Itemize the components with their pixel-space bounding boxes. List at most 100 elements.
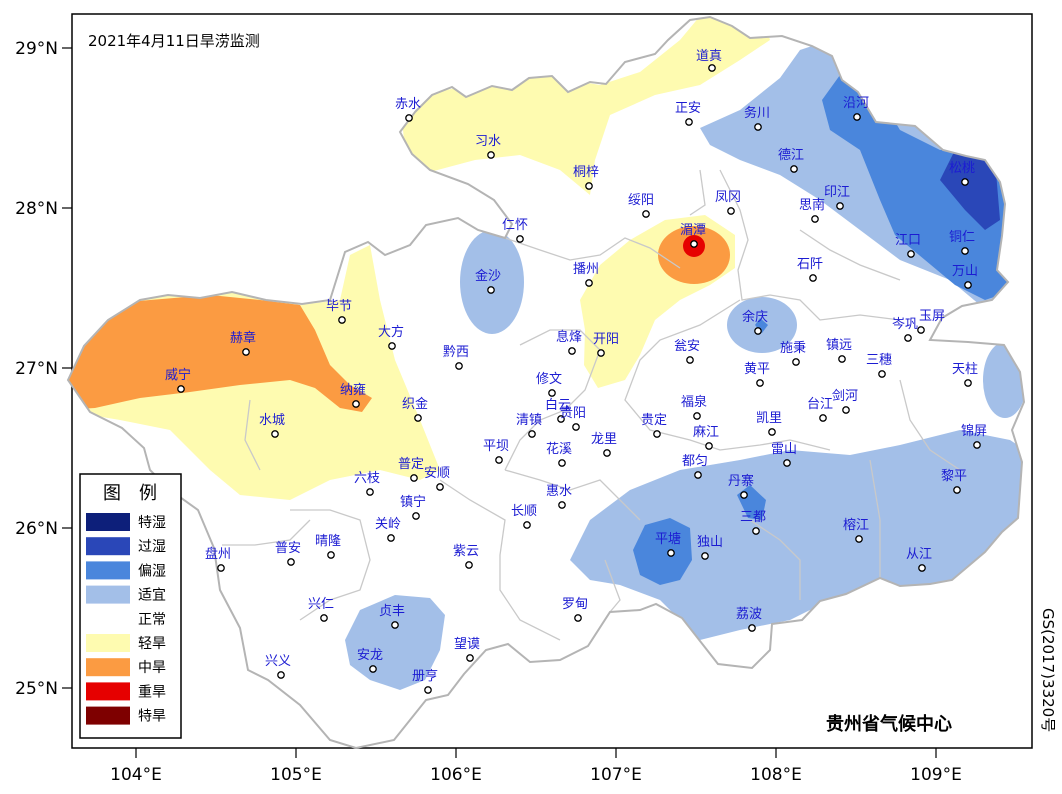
city-marker-icon (694, 471, 702, 479)
city-marker-icon (667, 549, 675, 557)
city-marker-icon (487, 286, 495, 294)
city-marker-icon (572, 423, 580, 431)
city-marker-icon (642, 210, 650, 218)
city-罗甸: 罗甸 (562, 597, 588, 622)
city-岑巩: 岑巩 (892, 317, 918, 342)
city-marker-icon (585, 279, 593, 287)
city-仁怀: 仁怀 (502, 218, 528, 243)
city-marker-icon (217, 564, 225, 572)
city-marker-icon (465, 561, 473, 569)
city-思南: 思南 (799, 197, 825, 223)
city-label: 三穗 (866, 353, 892, 368)
city-大方: 大方 (378, 324, 404, 350)
legend-swatch (86, 706, 130, 725)
city-label: 凯里 (756, 411, 782, 426)
city-德江: 德江 (778, 148, 804, 173)
city-marker-icon (686, 356, 694, 364)
city-金沙: 金沙 (475, 268, 501, 294)
city-label: 兴仁 (308, 597, 334, 612)
city-label: 从江 (906, 547, 932, 562)
legend-swatch (86, 585, 130, 604)
city-余庆: 余庆 (742, 309, 768, 335)
city-label: 威宁 (165, 367, 191, 383)
city-marker-icon (327, 551, 335, 559)
city-江口: 江口 (895, 233, 921, 258)
legend-item: 过湿 (86, 537, 166, 556)
city-label: 万山 (952, 264, 978, 279)
city-label: 盘州 (205, 546, 231, 562)
zone-light-drought-north (400, 17, 770, 195)
legend-label: 重旱 (138, 684, 166, 700)
city-marker-icon (705, 442, 713, 450)
legend-swatch (86, 609, 130, 628)
legend-label: 适宜 (138, 588, 166, 604)
city-label: 罗甸 (562, 597, 588, 612)
city-label: 望谟 (454, 636, 480, 652)
city-label: 独山 (697, 535, 723, 550)
city-marker-icon (405, 114, 413, 122)
lon-label-109: 109°E (910, 765, 962, 785)
city-兴仁: 兴仁 (308, 597, 334, 622)
city-荔波: 荔波 (736, 607, 762, 632)
city-万山: 万山 (952, 264, 978, 289)
lat-label-29: 29°N (15, 39, 58, 59)
city-label: 龙里 (591, 432, 617, 447)
city-都匀: 都匀 (682, 454, 708, 479)
city-marker-icon (878, 370, 886, 378)
city-印江: 印江 (824, 185, 850, 210)
legend-label: 轻旱 (138, 636, 166, 652)
producer-label: 贵州省气候中心 (826, 713, 952, 735)
city-label: 福泉 (681, 394, 707, 410)
city-麻江: 麻江 (693, 425, 719, 450)
city-marker-icon (516, 235, 524, 243)
city-黎平: 黎平 (941, 469, 967, 494)
legend-label: 正常 (138, 612, 166, 628)
zone-wet-yuqing (755, 318, 768, 333)
city-黔西: 黔西 (443, 345, 469, 370)
city-label: 铜仁 (949, 230, 975, 245)
lon-label-104: 104°E (110, 765, 162, 785)
city-铜仁: 铜仁 (949, 230, 975, 255)
city-清镇: 清镇 (516, 413, 542, 438)
zone-suitable-anlong (345, 595, 445, 690)
city-桐梓: 桐梓 (573, 165, 599, 190)
city-label: 麻江 (693, 425, 719, 440)
city-label: 惠水 (546, 484, 572, 499)
city-贵阳: 贵阳 (560, 406, 586, 431)
city-marker-icon (918, 564, 926, 572)
city-marker-icon (693, 412, 701, 420)
city-label: 桐梓 (573, 165, 599, 180)
city-marker-icon (917, 326, 925, 334)
city-marker-icon (242, 348, 250, 356)
city-丹寨: 丹寨 (728, 473, 754, 499)
legend-swatch (86, 513, 130, 531)
legend-item: 正常 (86, 609, 166, 628)
legend-title: 图 例 (103, 483, 157, 504)
city-marker-icon (597, 349, 605, 357)
lat-label-28: 28°N (15, 199, 58, 219)
city-湄潭: 湄潭 (680, 223, 706, 248)
city-label: 晴隆 (315, 534, 341, 549)
city-marker-icon (558, 459, 566, 467)
legend-swatch (86, 537, 130, 556)
city-白云: 白云 (545, 397, 571, 423)
city-label: 关岭 (375, 517, 401, 532)
city-三都: 三都 (740, 510, 766, 535)
city-黄平: 黄平 (744, 362, 770, 387)
city-marker-icon (727, 207, 735, 215)
city-marker-icon (819, 414, 827, 422)
city-label: 雷山 (771, 442, 797, 457)
city-label: 凤冈 (715, 190, 741, 205)
city-沿河: 沿河 (843, 96, 869, 121)
city-marker-icon (953, 486, 961, 494)
city-label: 正安 (675, 101, 701, 116)
city-三穗: 三穗 (866, 353, 892, 378)
city-marker-icon (320, 614, 328, 622)
city-marker-icon (387, 534, 395, 542)
city-label: 普定 (398, 457, 424, 472)
city-label: 德江 (778, 148, 804, 163)
city-marker-icon (961, 247, 969, 255)
city-label: 紫云 (453, 544, 479, 559)
city-marker-icon (811, 215, 819, 223)
